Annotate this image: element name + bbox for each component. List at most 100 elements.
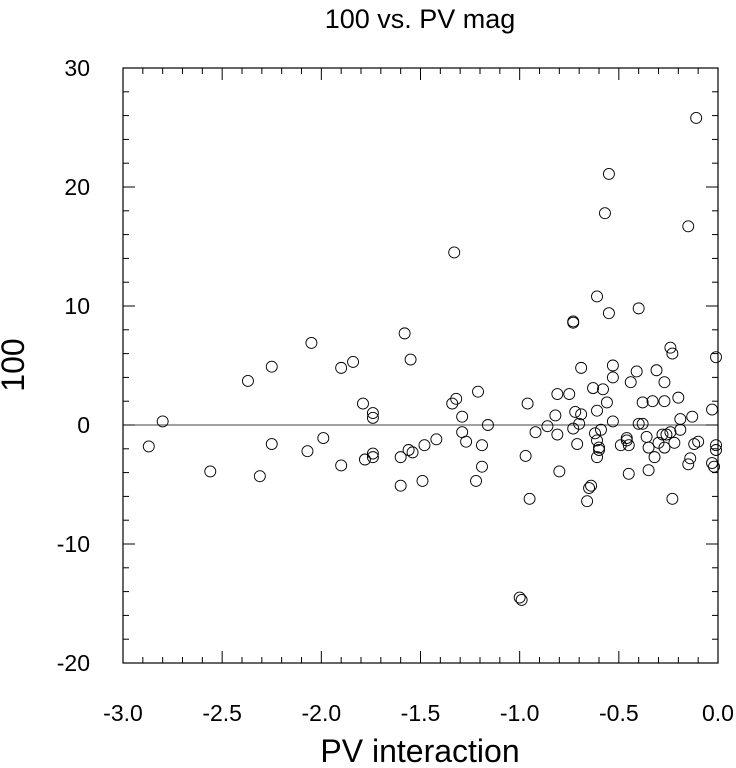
data-point <box>710 439 722 452</box>
data-point <box>668 436 681 449</box>
data-point <box>301 445 314 458</box>
data-point <box>335 361 348 374</box>
data-point <box>515 593 528 606</box>
data-point <box>418 439 431 452</box>
data-point <box>632 417 645 430</box>
data-point <box>597 383 609 396</box>
data-point <box>642 464 655 477</box>
data-point <box>571 438 584 450</box>
data-point <box>622 467 635 480</box>
data-point <box>476 460 488 473</box>
y-tick-label: -20 <box>57 650 90 676</box>
data-point <box>660 428 673 441</box>
data-point <box>567 316 580 329</box>
data-point <box>541 420 554 433</box>
x-axis-label: PV interaction <box>320 733 519 768</box>
data-point <box>602 307 615 320</box>
data-point <box>656 428 669 441</box>
data-point <box>551 388 564 401</box>
data-point <box>710 444 722 456</box>
data-point <box>359 453 371 466</box>
data-point <box>366 447 379 460</box>
data-point <box>416 474 429 487</box>
data-point <box>599 207 611 220</box>
data-point <box>593 441 605 454</box>
data-point <box>265 360 278 373</box>
data-point <box>513 591 526 604</box>
y-tick-label: 0 <box>77 412 90 438</box>
data-point <box>366 407 379 420</box>
data-point <box>305 336 318 349</box>
data-point <box>553 465 566 478</box>
data-point <box>573 417 586 430</box>
data-point <box>142 440 155 453</box>
data-point <box>156 415 169 428</box>
y-tick-label: 30 <box>64 55 90 81</box>
data-point <box>682 220 695 233</box>
data-point <box>606 415 619 428</box>
x-tick-label: -0.5 <box>599 700 639 726</box>
data-point <box>460 435 473 448</box>
data-point <box>394 479 407 492</box>
data-point <box>622 439 635 452</box>
data-point <box>241 375 254 387</box>
data-point <box>664 341 677 354</box>
data-point <box>456 410 469 423</box>
data-point <box>589 427 601 440</box>
data-point <box>706 403 718 416</box>
chart-title: 100 vs. PV mag <box>325 4 516 34</box>
data-point <box>470 474 482 487</box>
data-point <box>366 451 379 464</box>
data-point <box>591 434 603 447</box>
data-point <box>583 482 596 495</box>
data-points <box>142 112 722 606</box>
data-point <box>430 433 443 446</box>
data-point <box>366 411 379 424</box>
data-point <box>406 446 419 459</box>
data-point <box>519 449 532 462</box>
x-tick-label: -1.5 <box>401 700 441 726</box>
data-point <box>658 395 671 408</box>
data-point <box>265 438 278 450</box>
data-point <box>591 451 603 464</box>
data-point <box>549 409 562 422</box>
data-point <box>646 395 659 408</box>
data-point <box>591 404 603 417</box>
data-point <box>600 396 613 409</box>
data-point <box>593 444 605 456</box>
data-point <box>529 426 542 439</box>
x-tick-label: -2.0 <box>302 700 342 726</box>
data-point <box>606 359 619 372</box>
data-point <box>446 397 459 410</box>
data-point <box>692 435 705 448</box>
data-point <box>204 465 217 478</box>
data-point <box>569 405 582 418</box>
data-point <box>690 112 703 124</box>
data-point <box>666 492 679 505</box>
data-point <box>581 495 594 508</box>
y-tick-label: 10 <box>64 293 90 319</box>
data-point <box>591 290 603 303</box>
data-point <box>614 439 627 452</box>
data-point <box>674 413 687 425</box>
data-point <box>632 302 645 315</box>
data-point <box>563 388 576 401</box>
data-point <box>630 365 643 378</box>
data-point <box>472 385 484 398</box>
x-tick-label: 0.0 <box>702 700 734 726</box>
data-point <box>652 436 665 449</box>
data-point <box>394 451 407 464</box>
data-point <box>624 376 637 389</box>
data-point <box>335 459 348 472</box>
data-point <box>347 355 360 368</box>
data-point <box>710 351 722 364</box>
data-point <box>686 410 699 423</box>
data-point <box>620 432 633 445</box>
data-point <box>666 347 679 360</box>
data-point <box>672 391 685 404</box>
data-point <box>682 458 695 471</box>
data-point <box>253 470 266 483</box>
axis-ticks <box>122 67 719 664</box>
data-point <box>404 353 417 366</box>
